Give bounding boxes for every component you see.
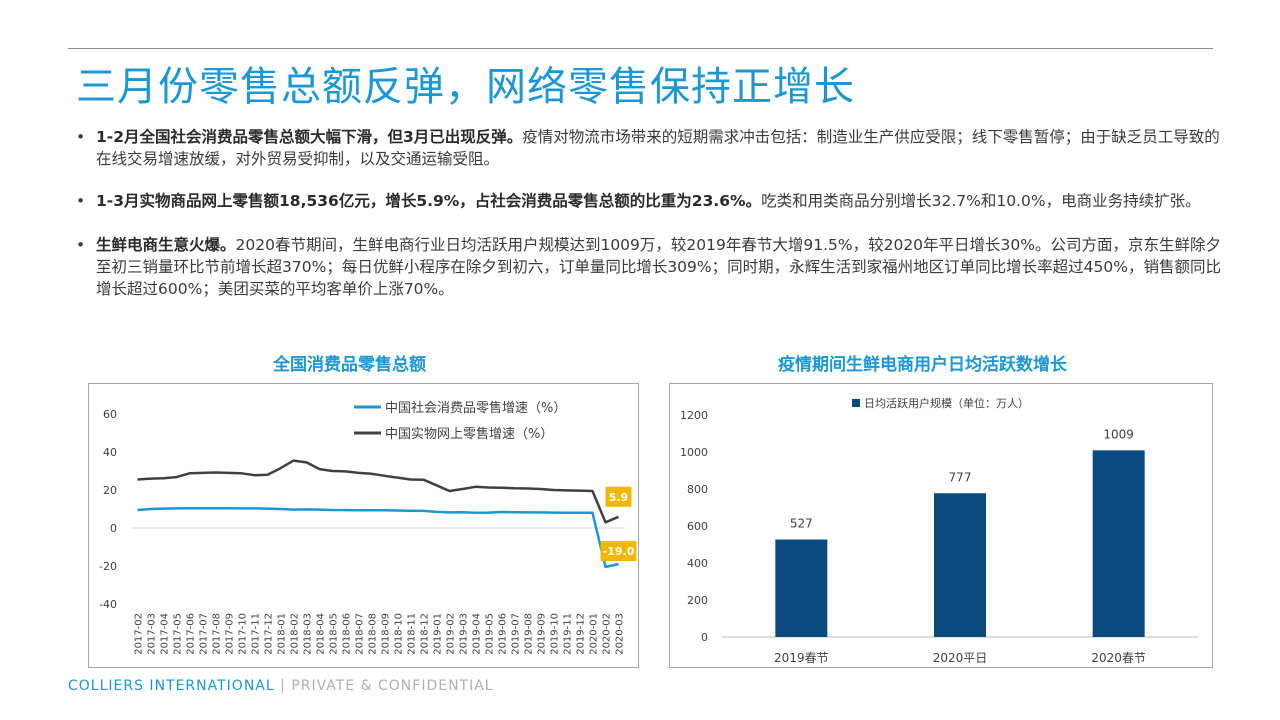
line-chart-title: 全国消费品零售总额 — [273, 355, 426, 375]
series-line — [137, 506, 619, 569]
data-label: -19.0 — [603, 545, 635, 558]
x-tick-label: 2017-02 — [134, 613, 145, 655]
x-tick-label: 2018-12 — [420, 613, 431, 655]
x-tick-label: 2019-07 — [511, 613, 522, 655]
x-tick-label: 2019-12 — [576, 613, 587, 655]
footer-brand: COLLIERS INTERNATIONAL — [68, 678, 275, 694]
bullet-bold-text: 生鲜电商生意火爆。 — [96, 236, 236, 254]
y-tick-label: -20 — [99, 560, 117, 573]
x-tick-label: 2018-10 — [394, 613, 405, 655]
x-tick-label: 2019-09 — [537, 613, 548, 655]
x-tick-label: 2018-11 — [407, 613, 418, 655]
x-tick-label: 2017-06 — [186, 613, 197, 655]
x-tick-label: 2019-11 — [563, 613, 574, 655]
x-tick-label: 2018-08 — [368, 613, 379, 655]
legend-label: 日均活跃用户规模（单位：万人） — [864, 396, 1029, 410]
x-tick-label: 2018-05 — [329, 613, 340, 655]
y-tick-label: 200 — [687, 594, 708, 607]
bar-chart-title: 疫情期间生鲜电商用户日均活跃数增长 — [778, 355, 1067, 375]
x-tick-label: 2017-11 — [251, 613, 262, 655]
series-line — [137, 459, 619, 524]
bullet-dot: • — [76, 192, 86, 210]
x-tick-label: 2017-08 — [212, 613, 223, 655]
page-title: 三月份零售总额反弹，网络零售保持正增长 — [76, 64, 855, 110]
x-tick-label: 2019-06 — [498, 613, 509, 655]
bullet-body-text: 吃类和用类商品分别增长32.7%和10.0%，电商业务持续扩张。 — [761, 192, 1201, 210]
x-tick-label: 2018-03 — [303, 613, 314, 655]
x-tick-label: 2020春节 — [1091, 651, 1146, 665]
data-label-badge — [600, 541, 637, 562]
bullet-dot: • — [76, 236, 86, 254]
bar-value-label: 1009 — [1103, 427, 1134, 441]
y-tick-label: -40 — [99, 598, 117, 611]
x-tick-label: 2018-02 — [290, 613, 301, 655]
footer: COLLIERS INTERNATIONAL | PRIVATE & CONFI… — [68, 678, 494, 694]
x-tick-label: 2019-04 — [472, 613, 483, 655]
x-tick-label: 2020-01 — [589, 613, 600, 655]
x-tick-label: 2017-03 — [147, 613, 158, 655]
y-tick-label: 600 — [687, 520, 708, 533]
x-tick-label: 2019-05 — [485, 613, 496, 655]
y-tick-label: 800 — [687, 483, 708, 496]
legend-label: 中国社会消费品零售增速（%） — [385, 400, 566, 416]
y-tick-label: 0 — [110, 522, 117, 535]
x-tick-label: 2020平日 — [933, 651, 988, 665]
footer-separator: | — [280, 678, 286, 694]
x-tick-label: 2019-01 — [433, 613, 444, 655]
x-tick-label: 2017-10 — [238, 613, 249, 655]
bar — [934, 493, 986, 637]
bar-chart: 0 200 400 600 800 1000 1200 527 2019春节 777 2020平日 1… — [680, 396, 1198, 665]
x-tick-label: 2020-02 — [602, 613, 613, 655]
x-tick-label: 2019-08 — [524, 613, 535, 655]
x-tick-label: 2017-07 — [199, 613, 210, 655]
x-tick-label: 2017-09 — [225, 613, 236, 655]
x-tick-label: 2018-07 — [355, 613, 366, 655]
x-tick-label: 2018-09 — [381, 613, 392, 655]
data-label-badge — [605, 486, 632, 507]
bullet-body-text: 疫情对物流市场带来的短期需求冲击包括：制造业生产供应受限；线下零售暂停；由于缺乏… — [96, 128, 1220, 168]
x-tick-label: 2019春节 — [774, 651, 829, 665]
x-tick-label: 2017-12 — [264, 613, 275, 655]
bar — [1092, 450, 1145, 637]
y-tick-label: 1000 — [680, 446, 708, 459]
bullet-item: • 生鲜电商生意火爆。2020春节期间，生鲜电商行业日均活跃用户规模达到1009… — [76, 234, 1226, 300]
bullet-item: • 1-2月全国社会消费品零售总额大幅下滑，但3月已出现反弹。疫情对物流市场带来… — [76, 126, 1226, 170]
bar-value-label: 777 — [949, 470, 972, 484]
x-tick-label: 2020-03 — [615, 613, 626, 655]
bullet-list: • 1-2月全国社会消费品零售总额大幅下滑，但3月已出现反弹。疫情对物流市场带来… — [76, 126, 1226, 320]
bullet-dot: • — [76, 128, 86, 146]
bar-value-label: 527 — [790, 517, 813, 531]
top-divider — [68, 48, 1213, 49]
line-chart-panel: -40 -20 0 20 40 60 2017-02 2017-03 2017-04 2017-0… — [88, 383, 639, 668]
y-tick-label: 400 — [687, 557, 708, 570]
x-tick-label: 2017-04 — [160, 613, 171, 655]
x-tick-label: 2019-10 — [550, 613, 561, 655]
footer-confidential: PRIVATE & CONFIDENTIAL — [291, 678, 494, 694]
x-tick-label: 2019-03 — [459, 613, 470, 655]
x-tick-label: 2018-06 — [342, 613, 353, 655]
data-label: 5.9 — [609, 491, 629, 504]
x-tick-label: 2018-04 — [316, 613, 327, 655]
legend-label: 中国实物网上零售增速（%） — [385, 426, 553, 442]
y-tick-label: 1200 — [680, 409, 708, 422]
x-tick-label: 2017-05 — [173, 613, 184, 655]
legend-swatch — [852, 399, 860, 407]
bar-chart-panel: 0 200 400 600 800 1000 1200 527 2019春节 777 2020平日 1… — [669, 383, 1213, 668]
y-tick-label: 0 — [701, 631, 708, 644]
y-tick-label: 60 — [103, 408, 117, 421]
bullet-item: • 1-3月实物商品网上零售额18,536亿元，增长5.9%，占社会消费品零售总… — [76, 190, 1226, 212]
y-tick-label: 40 — [103, 446, 117, 459]
bullet-bold-text: 1-2月全国社会消费品零售总额大幅下滑，但3月已出现反弹。 — [96, 128, 523, 146]
bullet-body-text: 2020春节期间，生鲜电商行业日均活跃用户规模达到1009万，较2019年春节大… — [96, 236, 1221, 298]
y-tick-label: 20 — [103, 484, 117, 497]
bar — [775, 539, 828, 637]
bullet-bold-text: 1-3月实物商品网上零售额18,536亿元，增长5.9%，占社会消费品零售总额的… — [96, 192, 762, 210]
x-tick-label: 2018-01 — [277, 613, 288, 655]
x-tick-label: 2019-02 — [446, 613, 457, 655]
